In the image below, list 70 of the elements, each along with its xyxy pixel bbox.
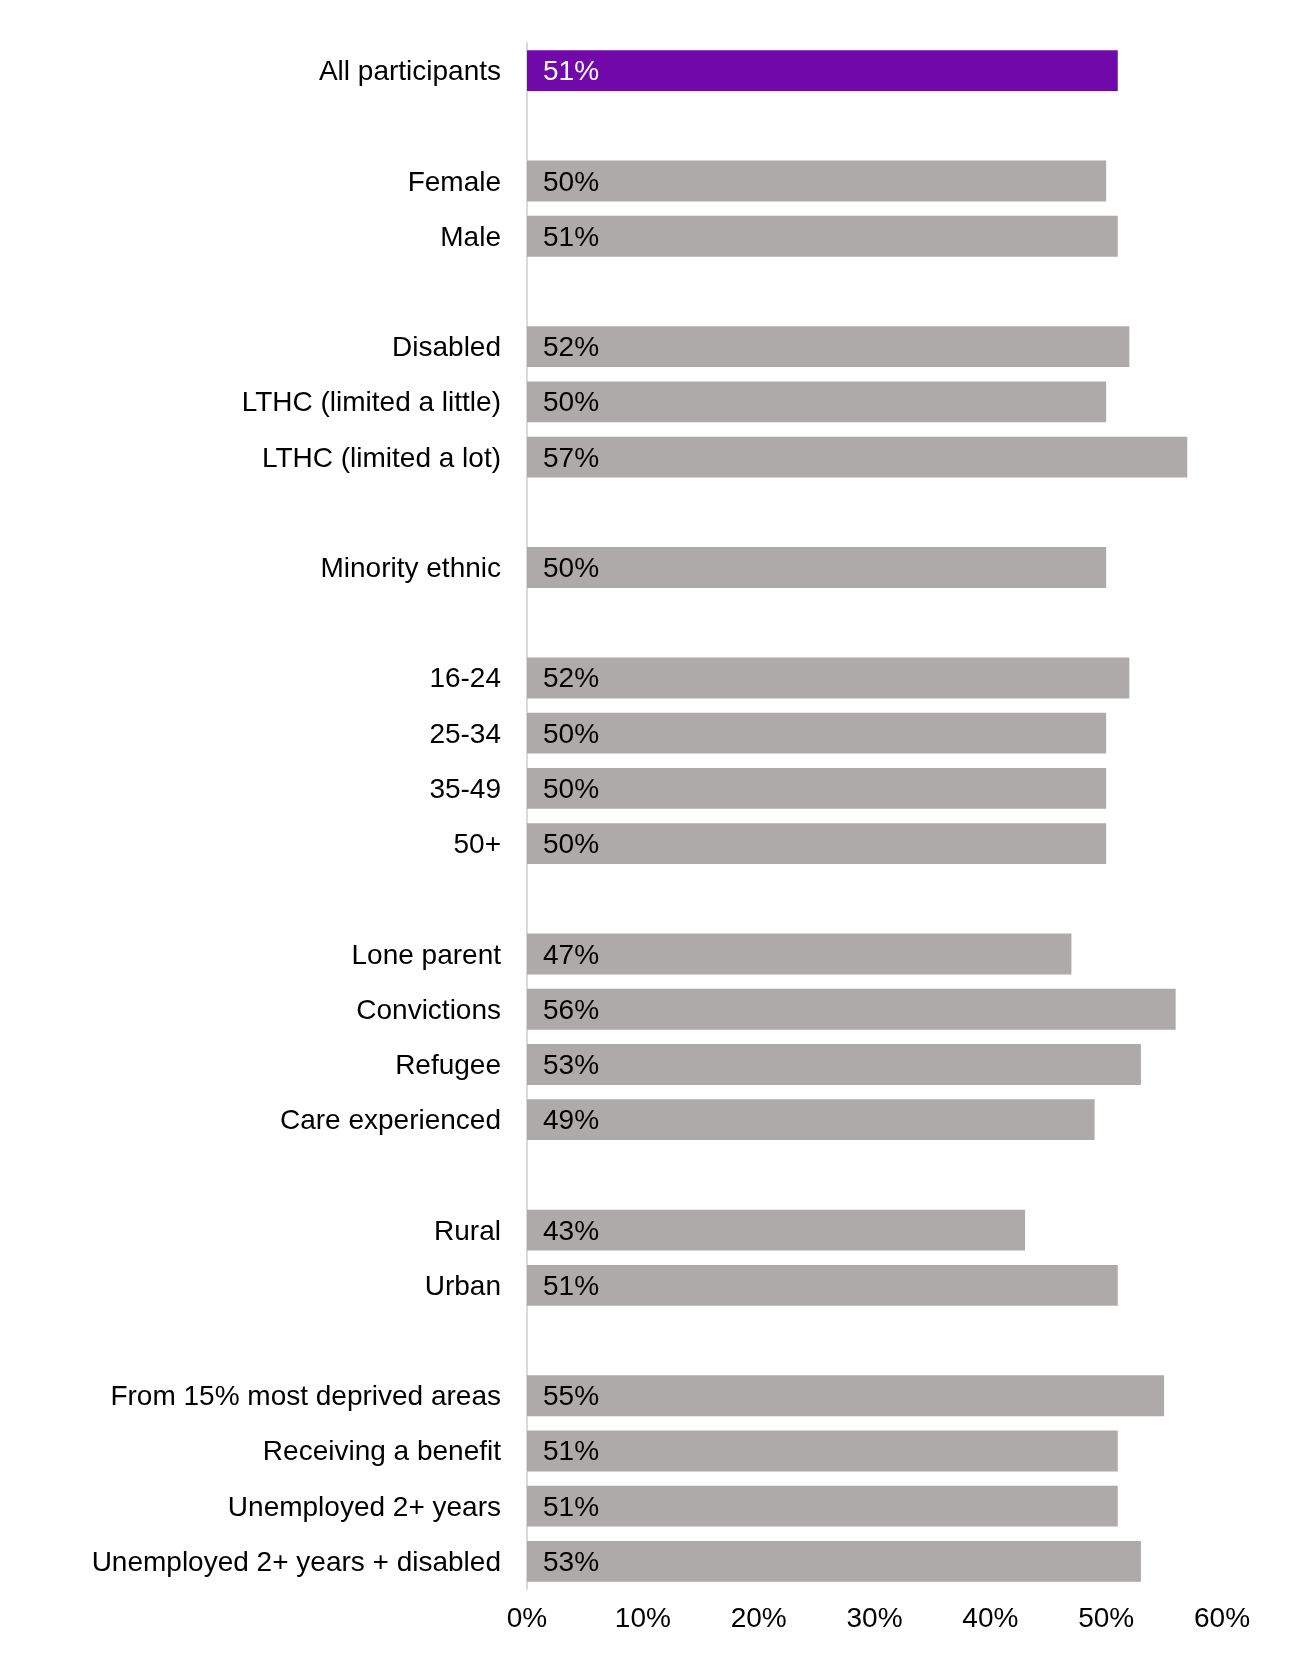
bar bbox=[527, 547, 1107, 588]
x-tick-label: 50% bbox=[1078, 1601, 1135, 1633]
bar bbox=[527, 381, 1107, 423]
data-label: 50% bbox=[543, 165, 600, 197]
data-label: 51% bbox=[543, 1269, 600, 1301]
y-tick-label: Care experienced bbox=[279, 1104, 501, 1136]
data-label: 43% bbox=[543, 1214, 600, 1246]
data-label: 51% bbox=[543, 55, 600, 87]
data-label: 53% bbox=[543, 1545, 600, 1577]
y-tick-label: From 15% most deprived areas bbox=[110, 1380, 501, 1412]
x-tick-label: 10% bbox=[614, 1601, 671, 1633]
y-tick-label: LTHC (limited a lot) bbox=[261, 441, 501, 473]
y-tick-label: Male bbox=[440, 220, 501, 252]
bar bbox=[527, 436, 1188, 478]
y-tick-label: Female bbox=[407, 165, 501, 197]
data-label: 51% bbox=[543, 220, 600, 252]
bar bbox=[527, 1264, 1118, 1306]
bar bbox=[527, 1485, 1118, 1527]
y-tick-label: 35-49 bbox=[429, 772, 501, 804]
data-label: 53% bbox=[543, 1048, 600, 1080]
data-label: 57% bbox=[543, 441, 600, 473]
y-tick-label: All participants bbox=[318, 55, 501, 87]
data-label: 50% bbox=[543, 772, 600, 804]
bar bbox=[527, 823, 1107, 865]
data-label: 51% bbox=[543, 1435, 600, 1467]
bar bbox=[527, 1099, 1095, 1141]
bar bbox=[527, 50, 1118, 92]
bar bbox=[527, 988, 1176, 1030]
bar bbox=[527, 160, 1107, 202]
bar bbox=[527, 1044, 1141, 1085]
data-label: 56% bbox=[543, 993, 600, 1025]
bar bbox=[527, 1209, 1026, 1251]
y-tick-label: 16-24 bbox=[429, 662, 501, 694]
y-tick-label: Refugee bbox=[395, 1048, 501, 1080]
bar bbox=[527, 1430, 1118, 1472]
data-label: 47% bbox=[543, 938, 600, 970]
data-label: 50% bbox=[543, 386, 600, 418]
x-tick-label: 60% bbox=[1193, 1601, 1251, 1633]
y-tick-label: Unemployed 2+ years + disabled bbox=[91, 1545, 501, 1577]
data-label: 50% bbox=[543, 552, 600, 584]
data-label: 52% bbox=[543, 662, 600, 694]
y-tick-label: 25-34 bbox=[429, 717, 501, 749]
bar bbox=[527, 215, 1118, 257]
bar bbox=[527, 767, 1107, 809]
data-label: 55% bbox=[543, 1380, 600, 1412]
bar bbox=[527, 1540, 1141, 1582]
data-label: 49% bbox=[543, 1104, 600, 1136]
data-label: 51% bbox=[543, 1490, 600, 1522]
data-label: 50% bbox=[543, 717, 600, 749]
y-tick-label: Unemployed 2+ years bbox=[227, 1490, 501, 1522]
bar bbox=[527, 712, 1107, 754]
data-label: 52% bbox=[543, 331, 600, 363]
y-tick-label: Lone parent bbox=[351, 938, 502, 970]
data-label: 50% bbox=[543, 828, 600, 860]
y-tick-label: Urban bbox=[424, 1269, 501, 1301]
y-tick-label: Receiving a benefit bbox=[262, 1435, 502, 1467]
y-tick-label: 50+ bbox=[453, 828, 501, 860]
x-tick-label: 20% bbox=[730, 1601, 787, 1633]
bar bbox=[527, 657, 1130, 699]
y-tick-label: LTHC (limited a little) bbox=[241, 386, 501, 418]
x-tick-label: 0% bbox=[506, 1601, 548, 1633]
y-tick-label: Convictions bbox=[356, 993, 501, 1025]
x-tick-label: 40% bbox=[962, 1601, 1019, 1633]
y-tick-label: Disabled bbox=[392, 331, 501, 363]
y-tick-label: Rural bbox=[434, 1214, 501, 1246]
bar bbox=[527, 933, 1072, 975]
x-tick-label: 30% bbox=[846, 1601, 903, 1633]
y-tick-label: Minority ethnic bbox=[320, 552, 501, 584]
bar bbox=[527, 326, 1130, 368]
bar bbox=[527, 1375, 1165, 1417]
